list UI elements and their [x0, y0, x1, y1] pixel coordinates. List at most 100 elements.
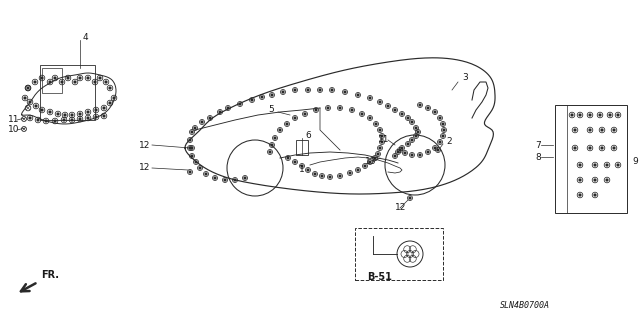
Circle shape	[271, 94, 273, 96]
Circle shape	[287, 157, 289, 159]
Circle shape	[219, 111, 221, 113]
Circle shape	[594, 194, 596, 196]
Circle shape	[434, 111, 436, 113]
Circle shape	[35, 105, 37, 107]
Circle shape	[41, 109, 43, 111]
Circle shape	[427, 107, 429, 109]
Circle shape	[399, 149, 401, 151]
Circle shape	[307, 169, 309, 171]
Circle shape	[351, 109, 353, 111]
Text: 9: 9	[632, 158, 637, 167]
Circle shape	[113, 97, 115, 99]
Circle shape	[301, 165, 303, 167]
Circle shape	[419, 104, 421, 106]
Circle shape	[239, 103, 241, 105]
Circle shape	[339, 107, 341, 109]
Circle shape	[71, 119, 73, 121]
Circle shape	[29, 117, 31, 119]
Text: 11: 11	[378, 136, 390, 145]
Circle shape	[304, 113, 306, 115]
Circle shape	[87, 111, 89, 113]
Circle shape	[103, 107, 105, 109]
Circle shape	[344, 91, 346, 93]
Circle shape	[105, 81, 107, 83]
Circle shape	[274, 137, 276, 139]
Circle shape	[579, 179, 581, 181]
Circle shape	[387, 105, 389, 107]
Circle shape	[195, 161, 197, 163]
Circle shape	[574, 129, 576, 131]
Circle shape	[375, 123, 377, 125]
Circle shape	[594, 164, 596, 166]
Circle shape	[103, 115, 105, 117]
Circle shape	[349, 172, 351, 174]
Circle shape	[45, 120, 47, 122]
Bar	[555, 105, 627, 213]
Circle shape	[34, 81, 36, 83]
Circle shape	[191, 131, 193, 133]
Circle shape	[401, 113, 403, 115]
Circle shape	[579, 194, 581, 196]
Circle shape	[194, 127, 196, 129]
Circle shape	[54, 77, 56, 79]
Circle shape	[319, 89, 321, 91]
Circle shape	[601, 129, 603, 131]
Circle shape	[394, 109, 396, 111]
Circle shape	[419, 154, 421, 156]
Circle shape	[209, 117, 211, 119]
Circle shape	[379, 147, 381, 149]
Text: 4: 4	[83, 33, 88, 42]
Circle shape	[234, 179, 236, 181]
Circle shape	[282, 91, 284, 93]
Circle shape	[64, 114, 66, 116]
Text: 12: 12	[139, 164, 150, 173]
Circle shape	[434, 147, 436, 149]
Circle shape	[227, 107, 229, 109]
Circle shape	[95, 116, 97, 118]
Bar	[296, 140, 308, 155]
Circle shape	[41, 77, 43, 79]
Circle shape	[369, 97, 371, 99]
Circle shape	[99, 77, 101, 79]
Circle shape	[442, 135, 444, 137]
Circle shape	[224, 179, 226, 181]
Text: 2: 2	[446, 137, 452, 146]
Circle shape	[191, 155, 193, 157]
Circle shape	[379, 101, 381, 103]
Text: FR.: FR.	[41, 270, 59, 280]
Text: 8: 8	[535, 152, 541, 161]
Circle shape	[601, 147, 603, 149]
Circle shape	[251, 99, 253, 101]
Circle shape	[24, 97, 26, 99]
Circle shape	[331, 89, 333, 91]
Circle shape	[294, 117, 296, 119]
Circle shape	[381, 135, 383, 137]
Text: 12: 12	[395, 204, 406, 212]
Circle shape	[29, 101, 31, 103]
Circle shape	[95, 109, 97, 111]
Circle shape	[339, 175, 341, 177]
Circle shape	[411, 154, 413, 156]
Circle shape	[49, 81, 51, 83]
Circle shape	[397, 151, 399, 153]
Circle shape	[205, 173, 207, 175]
Bar	[355, 228, 443, 280]
Circle shape	[589, 114, 591, 116]
Circle shape	[315, 109, 317, 111]
Circle shape	[189, 139, 191, 141]
Text: 5: 5	[268, 106, 274, 115]
Circle shape	[37, 119, 39, 121]
Circle shape	[379, 129, 381, 131]
Circle shape	[609, 114, 611, 116]
Circle shape	[314, 173, 316, 175]
Circle shape	[244, 177, 246, 179]
Circle shape	[589, 129, 591, 131]
Circle shape	[79, 113, 81, 115]
Circle shape	[369, 117, 371, 119]
Circle shape	[87, 77, 89, 79]
Circle shape	[407, 117, 409, 119]
Circle shape	[439, 141, 441, 143]
Circle shape	[369, 161, 371, 163]
Circle shape	[214, 177, 216, 179]
Circle shape	[61, 81, 63, 83]
